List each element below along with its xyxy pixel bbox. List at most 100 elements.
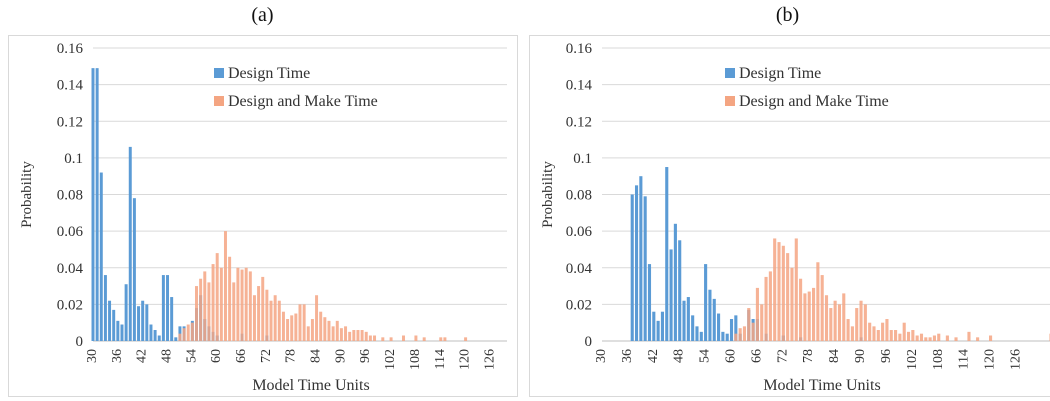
design-make-time-bar (894, 330, 898, 341)
design-make-time-bar (768, 271, 772, 341)
x-tick-label: 36 (110, 349, 125, 363)
y-tick-label: 0.14 (566, 78, 593, 94)
design-time-bar (161, 275, 165, 341)
y-tick-label: 0.04 (566, 261, 593, 277)
y-tick-label: 0.08 (57, 188, 83, 204)
x-tick-label: 96 (879, 349, 894, 363)
legend-label-design: Design Time (228, 65, 310, 82)
x-tick-label: 48 (672, 349, 687, 363)
design-time-bar (634, 185, 639, 341)
x-tick-label: 60 (209, 349, 224, 363)
x-axis-title: Model Time Units (763, 377, 880, 394)
design-make-time-bar (315, 295, 319, 341)
design-make-time-bar (906, 331, 911, 341)
design-make-time-bar (820, 275, 824, 341)
y-tick-label: 0.04 (57, 261, 84, 277)
design-time-bar (721, 331, 725, 341)
design-time-bar (643, 196, 647, 341)
design-make-time-bar (352, 330, 356, 341)
x-tick-label: 114 (957, 349, 972, 369)
legend-swatch-design (214, 68, 224, 78)
design-time-bar (704, 264, 708, 341)
y-tick-label: 0 (76, 334, 84, 350)
design-time-bar (132, 198, 136, 341)
y-tick-label: 0.16 (57, 41, 84, 57)
design-time-bar (116, 320, 120, 341)
design-make-time-bar (872, 326, 876, 341)
design-make-time-bar (381, 337, 385, 341)
y-tick-label: 0.14 (57, 78, 84, 94)
x-tick-label: 60 (724, 349, 739, 363)
design-make-time-bar (764, 276, 768, 341)
x-tick-label: 36 (620, 349, 635, 363)
design-make-time-bar (331, 326, 335, 341)
design-make-time-bar (439, 337, 443, 341)
design-time-bar (153, 330, 157, 341)
y-tick-label: 0 (585, 334, 593, 350)
x-tick-label: 54 (184, 349, 199, 363)
histogram-chart-b: 0 0.02 0.04 0.06 0.08 0.1 0.12 0.14 0.16 30 36 42 48… (540, 41, 1050, 394)
design-make-time-bar (868, 322, 872, 341)
legend-swatch-design-make (214, 96, 224, 106)
x-tick-label: 66 (234, 349, 249, 363)
design-make-time-bar (863, 304, 867, 341)
design-make-time-bar (837, 304, 842, 341)
design-make-time-bar (286, 319, 290, 341)
design-make-time-bar (816, 262, 820, 341)
chart-frame: 0 0.02 0.04 0.06 0.08 0.1 0.12 0.14 0.16 30 36 42 48… (529, 35, 1050, 397)
design-make-time-bar (919, 333, 924, 341)
design-make-time-bar (257, 286, 261, 341)
design-time-bar (137, 306, 141, 341)
x-tick-label: 78 (801, 349, 816, 363)
design-time-bar (149, 324, 153, 341)
design-make-time-bar (203, 271, 207, 341)
design-make-time-bar (356, 330, 360, 341)
legend-label-design-make: Design and Make Time (739, 93, 889, 110)
legend-label-design: Design Time (739, 65, 821, 82)
design-make-time-bar (368, 335, 372, 341)
x-tick-label: 72 (259, 349, 274, 363)
panel-label: (a) (251, 4, 274, 26)
design-time-bar (652, 311, 656, 341)
x-tick-label: 48 (160, 349, 175, 363)
y-tick-label: 0.16 (566, 41, 593, 57)
design-time-bar (166, 275, 170, 341)
y-axis-title: Probability (540, 161, 556, 228)
design-make-time-bar (829, 308, 833, 341)
design-make-time-bar (747, 308, 751, 341)
design-make-time-bar (734, 333, 738, 341)
design-time-bar (699, 331, 703, 341)
y-tick-label: 0.12 (566, 114, 592, 130)
design-make-time-bar (881, 322, 885, 341)
design-make-time-bar (402, 335, 405, 341)
design-make-time-bar (932, 335, 936, 341)
x-tick-label: 42 (135, 349, 150, 363)
design-make-time-bar (911, 330, 915, 341)
design-time-bar (708, 289, 712, 341)
x-tick-label: 126 (1008, 349, 1023, 370)
design-make-time-bar (236, 267, 240, 341)
design-time-bar (686, 297, 690, 341)
design-make-time-bar (252, 295, 256, 341)
design-time-bar (678, 240, 682, 341)
design-time-bar (108, 300, 112, 341)
design-time-bar (141, 300, 145, 341)
design-time-bar (712, 298, 716, 341)
design-time-bar (665, 167, 669, 341)
design-time-bar (673, 223, 677, 341)
design-make-time-bar (794, 238, 798, 341)
design-make-time-bar (850, 326, 854, 341)
design-time-bar (656, 320, 660, 341)
design-make-time-bar (786, 253, 790, 341)
y-tick-label: 0.1 (64, 151, 83, 167)
design-make-time-bar (803, 293, 807, 341)
design-make-time-bar (240, 269, 244, 341)
design-make-time-bar (248, 271, 252, 341)
design-time-bar (120, 324, 124, 341)
design-time-bar (691, 315, 695, 341)
x-tick-label: 102 (383, 349, 398, 370)
design-make-time-bar (211, 264, 215, 341)
design-make-time-bar (339, 328, 343, 341)
design-time-bar (630, 194, 634, 341)
design-time-bar (174, 337, 178, 341)
